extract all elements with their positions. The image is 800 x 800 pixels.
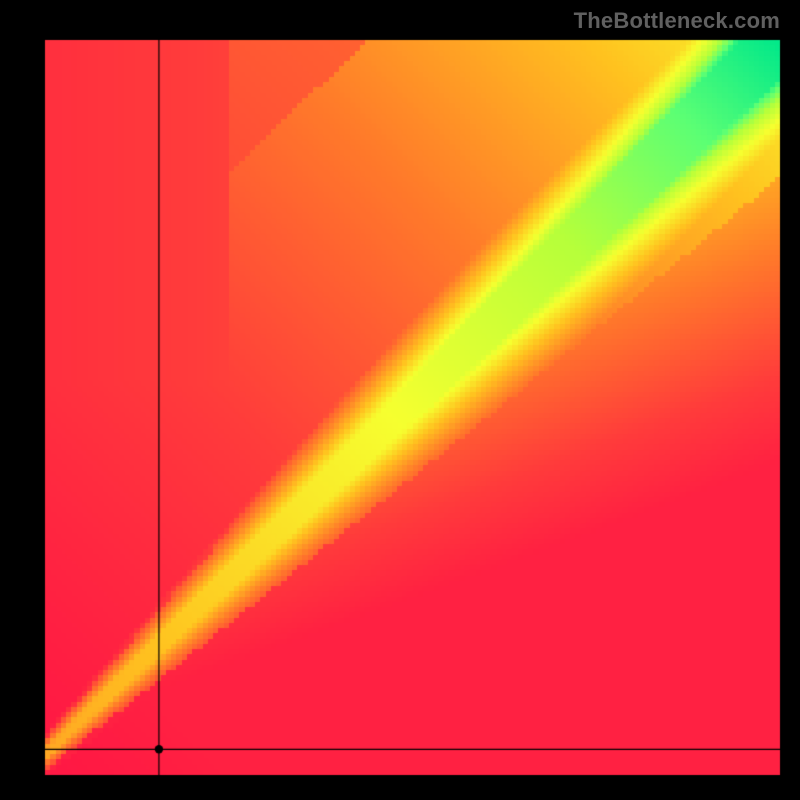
- bottleneck-heatmap: [0, 0, 800, 800]
- chart-container: { "watermark": { "text": "TheBottleneck.…: [0, 0, 800, 800]
- watermark-text: TheBottleneck.com: [574, 8, 780, 34]
